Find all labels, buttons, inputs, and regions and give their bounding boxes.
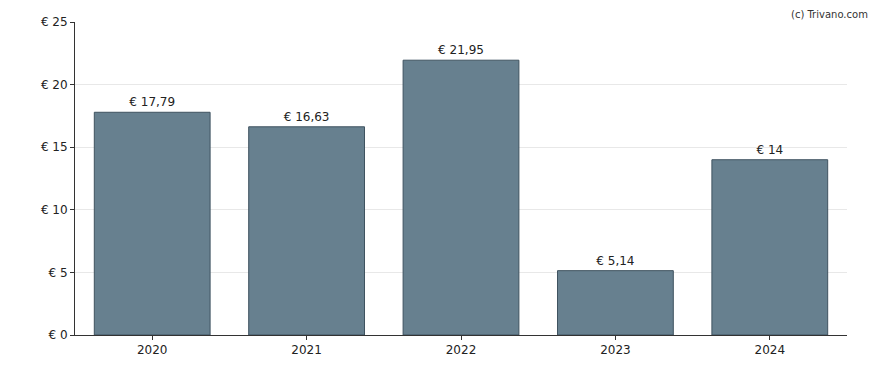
svg-text:2021: 2021	[291, 343, 322, 357]
svg-text:€ 25: € 25	[41, 15, 68, 29]
svg-text:2023: 2023	[600, 343, 631, 357]
svg-text:(c) Trivano.com: (c) Trivano.com	[791, 9, 868, 20]
svg-text:2020: 2020	[137, 343, 168, 357]
svg-text:€ 16,63: € 16,63	[284, 110, 330, 124]
svg-text:€ 10: € 10	[41, 203, 68, 217]
svg-text:€ 17,79: € 17,79	[129, 95, 175, 109]
svg-text:€ 5: € 5	[49, 266, 68, 280]
svg-text:2022: 2022	[446, 343, 477, 357]
svg-text:€ 15: € 15	[41, 140, 68, 154]
svg-text:2024: 2024	[755, 343, 786, 357]
svg-text:€ 0: € 0	[49, 328, 68, 342]
svg-text:€ 5,14: € 5,14	[596, 254, 634, 268]
svg-text:€ 20: € 20	[41, 78, 68, 92]
svg-text:€ 21,95: € 21,95	[438, 43, 484, 57]
svg-text:€ 14: € 14	[756, 143, 783, 157]
